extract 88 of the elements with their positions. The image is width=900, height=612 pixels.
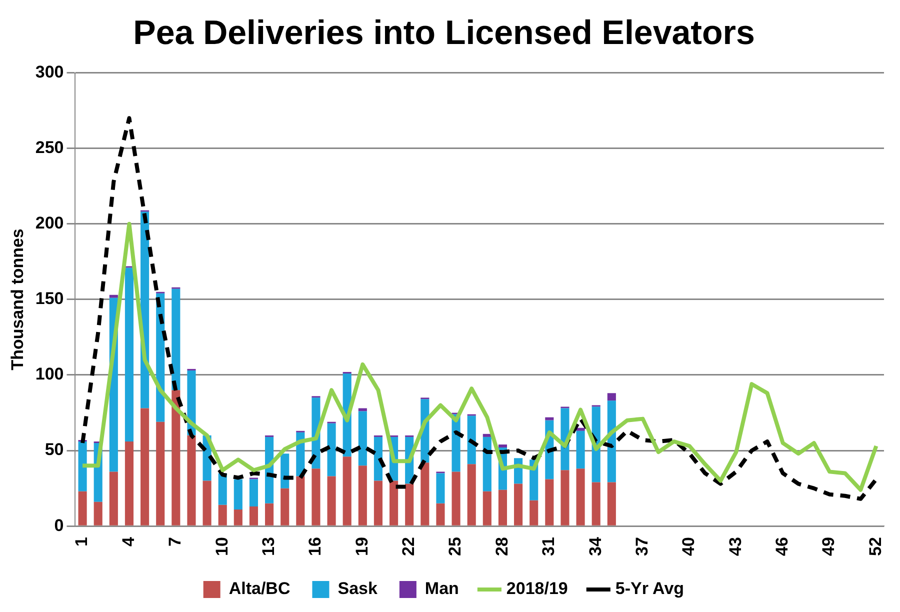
bar bbox=[187, 435, 196, 526]
bar bbox=[280, 454, 290, 488]
y-tick-label: 100 bbox=[35, 364, 64, 384]
bar bbox=[172, 288, 180, 390]
x-tick-label: 19 bbox=[352, 537, 372, 556]
x-tick-label: 49 bbox=[819, 537, 838, 556]
bar bbox=[452, 472, 460, 526]
bar bbox=[358, 466, 367, 526]
y-tick-label: 0 bbox=[54, 516, 64, 535]
bar bbox=[124, 441, 134, 526]
x-tick-label: 37 bbox=[632, 537, 652, 556]
y-tick-label: 50 bbox=[44, 440, 64, 460]
bar bbox=[265, 503, 274, 526]
bar bbox=[607, 393, 616, 401]
y-tick-label: 200 bbox=[35, 214, 64, 233]
bar bbox=[342, 456, 352, 526]
bar bbox=[498, 490, 508, 526]
bar bbox=[172, 390, 180, 526]
bar bbox=[420, 462, 430, 526]
x-tick-label: 7 bbox=[166, 537, 185, 547]
bar bbox=[576, 428, 585, 431]
bar bbox=[482, 436, 492, 492]
bar bbox=[467, 464, 476, 526]
bar bbox=[140, 408, 150, 526]
x-tick-label: 31 bbox=[539, 537, 558, 556]
legend-label: Sask bbox=[338, 579, 378, 598]
x-tick-label: 34 bbox=[586, 536, 605, 556]
x-tick-label: 13 bbox=[258, 537, 278, 556]
bar bbox=[467, 416, 476, 464]
bar bbox=[78, 441, 87, 492]
x-tick-label: 40 bbox=[679, 537, 698, 556]
bar bbox=[576, 468, 585, 526]
x-tick-label: 25 bbox=[446, 537, 465, 556]
bar bbox=[436, 503, 445, 526]
bar bbox=[436, 473, 445, 504]
x-tick-label: 22 bbox=[399, 537, 418, 556]
line-series bbox=[80, 116, 878, 501]
bar bbox=[218, 473, 227, 505]
x-tick-label: 16 bbox=[306, 537, 325, 556]
bar bbox=[607, 482, 616, 526]
y-axis-title: Thousand tonnes bbox=[8, 228, 27, 370]
bar bbox=[109, 472, 118, 526]
legend-label: 5-Yr Avg bbox=[615, 579, 684, 598]
bar bbox=[498, 444, 508, 448]
bar bbox=[374, 480, 383, 526]
bar bbox=[482, 491, 492, 526]
bar bbox=[374, 436, 383, 481]
bar bbox=[327, 423, 336, 476]
y-tick-label: 250 bbox=[35, 138, 64, 158]
legend-label: 2018/19 bbox=[506, 579, 568, 598]
bar bbox=[405, 484, 414, 526]
legend-label: Man bbox=[424, 579, 459, 598]
bar bbox=[94, 502, 102, 526]
bar bbox=[296, 476, 305, 526]
bar bbox=[390, 480, 398, 526]
bar bbox=[280, 488, 290, 526]
bar bbox=[576, 430, 585, 469]
bar bbox=[358, 411, 367, 466]
bar bbox=[545, 417, 554, 420]
bar bbox=[358, 408, 367, 412]
bar bbox=[78, 491, 87, 526]
x-tick-label: 43 bbox=[726, 537, 745, 556]
x-tick-label: 4 bbox=[118, 536, 138, 547]
x-tick-label: 46 bbox=[772, 537, 792, 556]
bar bbox=[124, 268, 134, 442]
bar bbox=[560, 470, 570, 526]
bar bbox=[514, 484, 523, 526]
bar bbox=[545, 479, 554, 526]
y-tick-label: 300 bbox=[35, 62, 64, 82]
bar bbox=[249, 506, 258, 526]
bar bbox=[530, 500, 538, 526]
x-tick-label: 1 bbox=[72, 537, 92, 547]
bar bbox=[202, 480, 212, 526]
bar bbox=[218, 504, 227, 526]
bar bbox=[249, 479, 258, 506]
x-tick-label: 28 bbox=[492, 537, 512, 556]
x-tick-label: 52 bbox=[866, 537, 885, 556]
legend-label: Alta/BC bbox=[228, 579, 290, 598]
bar bbox=[592, 482, 600, 526]
bar bbox=[234, 509, 242, 526]
y-tick-label: 150 bbox=[35, 289, 64, 308]
bar bbox=[312, 468, 320, 526]
x-tick-label: 10 bbox=[212, 537, 232, 556]
bar bbox=[234, 479, 242, 510]
chart-title: Pea Deliveries into Licensed Elevators bbox=[133, 14, 755, 52]
bar bbox=[327, 476, 336, 526]
bar bbox=[109, 294, 118, 298]
bar bbox=[156, 422, 165, 526]
